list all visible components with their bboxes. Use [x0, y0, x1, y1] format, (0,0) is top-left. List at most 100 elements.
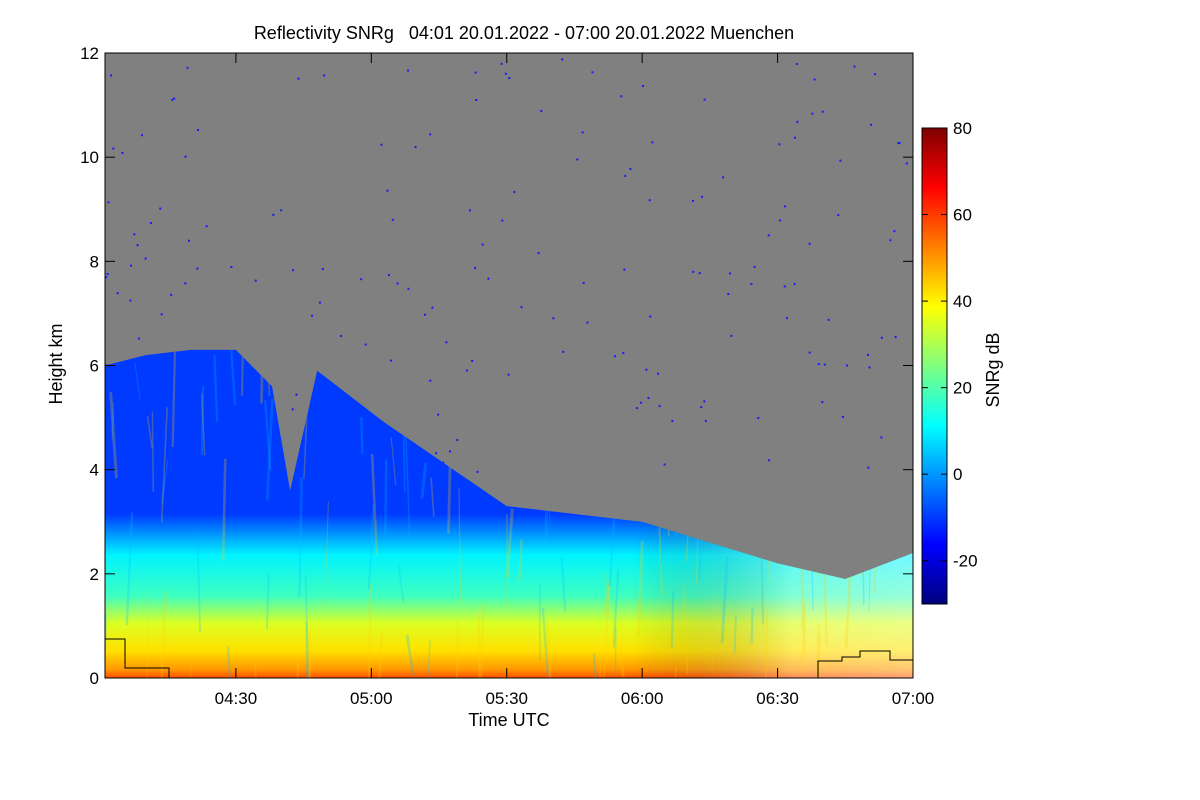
noise-speckle: [750, 283, 753, 285]
fall-streak: [613, 626, 617, 678]
fall-streak: [814, 623, 820, 678]
noise-speckle: [613, 355, 616, 358]
noise-speckle: [640, 401, 643, 404]
fall-streak: [402, 426, 406, 492]
noise-speckle: [129, 299, 132, 302]
noise-speckle: [468, 209, 471, 212]
fall-streak: [477, 612, 481, 678]
fall-streak: [367, 583, 373, 678]
fall-streak: [200, 392, 206, 456]
y-axis-title: Height km: [46, 323, 66, 404]
y-tick-label: 6: [90, 357, 99, 376]
noise-speckle: [442, 461, 445, 464]
noise-speckle: [657, 372, 660, 375]
noise-speckle: [429, 379, 432, 382]
noise-speckle: [537, 252, 540, 255]
noise-speckle: [507, 373, 510, 376]
colorbar: -20 0 20 40 60 80 SNRg dB: [921, 119, 1003, 605]
fall-streak: [109, 392, 118, 479]
noise-speckle: [722, 176, 725, 179]
fall-streak: [161, 459, 169, 504]
fall-streak: [324, 501, 329, 607]
noise-speckle: [648, 199, 651, 202]
fall-streak: [221, 458, 227, 561]
fall-streak: [397, 564, 405, 603]
noise-speckle: [465, 369, 468, 372]
x-axis-title: Time UTC: [468, 710, 549, 730]
fall-streak: [196, 534, 201, 633]
noise-speckle: [645, 368, 648, 371]
noise-speckle: [323, 74, 326, 77]
noise-speckle: [380, 143, 383, 146]
fall-streak: [541, 607, 550, 677]
y-tick-label: 4: [90, 461, 99, 480]
noise-speckle: [704, 419, 707, 422]
noise-speckle: [853, 65, 856, 68]
noise-speckle: [808, 351, 811, 354]
noise-speckle: [898, 141, 901, 144]
y-tick-label: 12: [80, 44, 99, 63]
noise-speckle: [658, 405, 661, 408]
fall-streak: [171, 351, 176, 448]
noise-speckle: [160, 313, 163, 316]
noise-speckle: [768, 459, 771, 462]
noise-speckle: [808, 242, 811, 245]
noise-speckle: [620, 95, 623, 98]
noise-speckle: [793, 136, 796, 139]
noise-speckle: [827, 318, 830, 321]
fall-streak: [592, 653, 599, 678]
fall-streak: [608, 517, 616, 587]
noise-speckle: [894, 336, 897, 338]
noise-speckle: [692, 199, 694, 202]
noise-speckle: [197, 129, 200, 131]
noise-speckle: [318, 301, 321, 304]
noise-speckle: [846, 364, 849, 367]
noise-speckle: [623, 268, 626, 271]
fall-streak: [430, 477, 435, 517]
noise-speckle: [205, 225, 208, 228]
noise-speckle: [424, 313, 426, 316]
noise-speckle: [431, 306, 434, 309]
noise-speckle: [508, 77, 511, 79]
noise-speckle: [889, 239, 892, 242]
noise-speckle: [340, 335, 343, 337]
noise-speckle: [230, 266, 233, 268]
noise-speckle: [778, 143, 781, 146]
fall-streak: [125, 511, 134, 626]
noise-speckle: [159, 207, 162, 210]
noise-speckle: [552, 317, 555, 320]
noise-speckle: [793, 282, 796, 285]
fall-streak: [602, 578, 610, 678]
noise-speckle: [642, 85, 644, 87]
fall-streak: [265, 573, 270, 630]
noise-speckle: [196, 267, 199, 270]
fall-streak: [670, 590, 675, 648]
fall-streak: [228, 349, 237, 406]
noise-speckle: [188, 239, 190, 242]
ground-marker-right: [817, 650, 913, 678]
noise-speckle: [649, 315, 652, 318]
noise-speckle: [703, 400, 706, 403]
noise-speckle: [136, 244, 139, 247]
noise-speckle: [471, 359, 474, 362]
noise-speckle: [141, 134, 144, 137]
noise-speckle: [105, 276, 108, 279]
fall-streak: [636, 540, 644, 637]
noise-speckle: [540, 109, 543, 112]
noise-speckle: [870, 123, 873, 126]
noise-speckle: [897, 142, 900, 145]
noise-speckle: [186, 66, 189, 69]
colorbar-tick-label: 80: [953, 119, 972, 138]
fall-streak: [458, 488, 462, 605]
noise-speckle: [474, 71, 477, 74]
fall-streak: [682, 583, 689, 675]
noise-speckle: [905, 162, 908, 165]
noise-speckle: [474, 266, 477, 269]
fall-streak: [720, 556, 729, 644]
colorbar-tick-label: 40: [953, 292, 972, 311]
noise-speckle: [624, 174, 627, 177]
x-tick-label: 07:00: [892, 689, 935, 708]
noise-speckle: [692, 270, 695, 273]
fall-streak: [200, 386, 205, 456]
noise-speckle: [703, 98, 706, 101]
